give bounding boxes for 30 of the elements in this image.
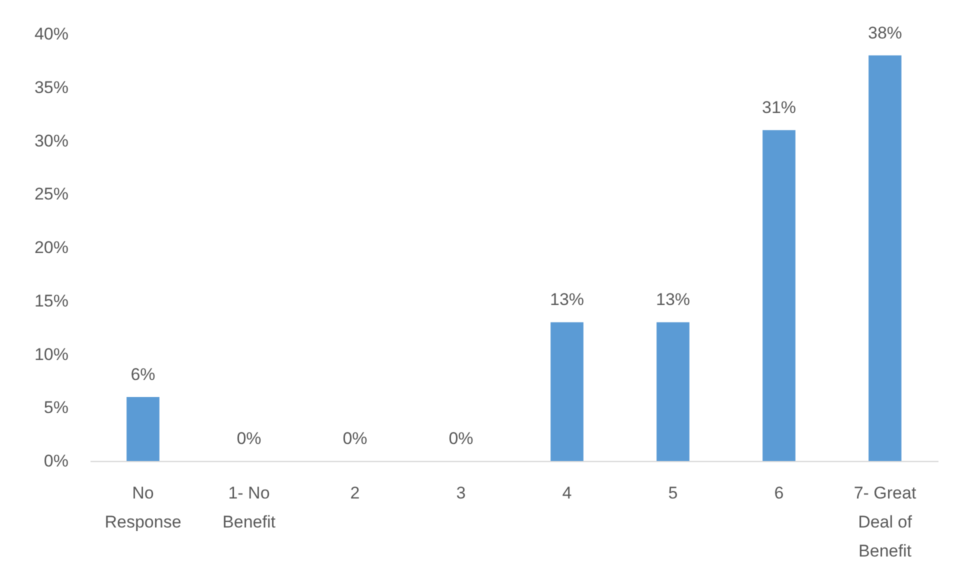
data-label: 0% <box>236 429 262 448</box>
y-tick-label: 5% <box>44 398 68 418</box>
data-label: 31% <box>762 98 796 118</box>
y-tick-label: 0% <box>44 452 68 470</box>
bar <box>762 130 796 461</box>
x-tick-label: 7- Great Deal of Benefit <box>854 484 916 560</box>
bar <box>868 55 902 461</box>
bar <box>126 396 160 461</box>
data-label: 13% <box>656 290 690 310</box>
data-label: 0% <box>448 429 474 448</box>
data-label: 13% <box>550 290 584 310</box>
x-tick-label: 1- No Benefit <box>222 484 276 532</box>
data-label: 38% <box>868 23 902 42</box>
y-tick-label: 30% <box>34 131 68 150</box>
y-tick-label: 40% <box>34 24 68 44</box>
x-tick-label: 5 <box>668 484 678 502</box>
x-tick-label: No Response <box>104 484 182 532</box>
y-tick-label: 20% <box>34 238 68 257</box>
bar <box>550 322 584 461</box>
data-label: 0% <box>342 429 368 448</box>
x-tick-label: 6 <box>774 484 784 502</box>
data-label: 6% <box>130 364 156 384</box>
y-tick-label: 15% <box>34 291 68 310</box>
bar <box>656 322 690 461</box>
x-tick-label: 3 <box>456 484 466 502</box>
x-tick-label: 4 <box>562 484 572 502</box>
x-tick-label: 2 <box>350 484 360 502</box>
y-tick-label: 25% <box>34 184 68 204</box>
y-tick-label: 35% <box>34 78 68 97</box>
y-tick-label: 10% <box>34 344 68 364</box>
